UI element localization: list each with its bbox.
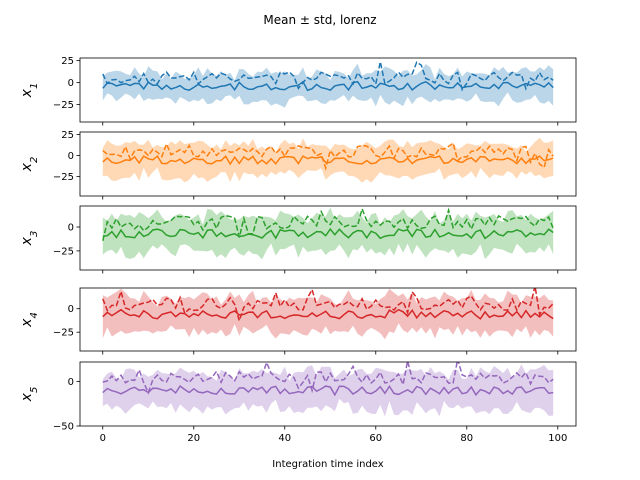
y-axis-label: x1 <box>19 83 40 99</box>
chart-title: Mean ± std, lorenz <box>263 13 376 27</box>
y-tick-label: 0 <box>68 151 74 162</box>
plot-area <box>102 61 554 108</box>
y-tick-label: 0 <box>68 78 74 89</box>
mean-line <box>102 308 554 320</box>
std-band <box>102 63 554 108</box>
y-tick-label: 0 <box>68 223 74 234</box>
y-label-base: x <box>19 88 35 98</box>
y-tick-label: −25 <box>53 246 74 257</box>
y-axis-label: x4 <box>19 312 40 328</box>
x-tick-label: 60 <box>369 433 382 444</box>
y-tick-label: −25 <box>53 328 74 339</box>
y-axis-label: x2 <box>19 157 40 173</box>
y-axis-label: x3 <box>19 231 40 247</box>
std-band <box>102 364 554 417</box>
y-label-subscript: 1 <box>29 83 40 89</box>
y-label-base: x <box>19 318 35 328</box>
y-tick-label: −50 <box>53 422 74 433</box>
y-label-subscript: 2 <box>29 157 40 163</box>
mean-line <box>102 154 554 166</box>
axes-frame <box>79 205 577 271</box>
x-tick-label: 100 <box>548 433 567 444</box>
axes-frame <box>79 131 577 197</box>
dashed-line <box>102 206 554 241</box>
axes-frame <box>79 287 577 352</box>
y-tick-label: 25 <box>61 56 74 67</box>
x-tick-label: 40 <box>278 433 291 444</box>
plot-area <box>102 206 554 260</box>
y-label-base: x <box>19 236 35 246</box>
y-label-subscript: 4 <box>29 312 40 318</box>
y-tick-label: 0 <box>68 304 74 315</box>
subplot-x5: −50 0 0 20 40 60 80 100 x5 <box>19 361 577 444</box>
x-axis-label: Integration time index <box>272 459 383 470</box>
y-label-base: x <box>19 392 35 402</box>
y-tick-label: −25 <box>53 100 74 111</box>
subplot-x4: −25 0 x4 <box>19 287 577 355</box>
plot-area <box>102 288 554 340</box>
axes-frame <box>79 361 577 427</box>
y-tick-label: 0 <box>68 377 74 388</box>
subplot-x3: −25 0 x3 <box>19 205 577 274</box>
mean-line <box>102 385 554 397</box>
y-label-base: x <box>19 162 35 172</box>
subplot-x1: −25 0 25 x1 <box>19 56 577 126</box>
y-label-subscript: 3 <box>29 231 40 237</box>
x-tick-label: 0 <box>100 433 106 444</box>
y-axis-label: x5 <box>19 387 40 403</box>
dashed-line <box>102 288 554 324</box>
mean-line <box>102 227 554 240</box>
x-tick-label: 80 <box>460 433 473 444</box>
dashed-line <box>102 141 554 171</box>
x-tick-label: 20 <box>187 433 200 444</box>
dashed-line <box>102 362 554 395</box>
mean-line <box>102 80 554 92</box>
plot-area <box>102 362 554 417</box>
y-tick-label: 25 <box>61 130 74 141</box>
plot-area <box>102 137 554 183</box>
axes-frame <box>79 57 577 123</box>
y-label-subscript: 5 <box>29 387 40 393</box>
y-tick-label: −25 <box>53 172 74 183</box>
dashed-line <box>102 61 554 92</box>
subplot-x2: −25 0 25 x2 <box>19 130 577 200</box>
